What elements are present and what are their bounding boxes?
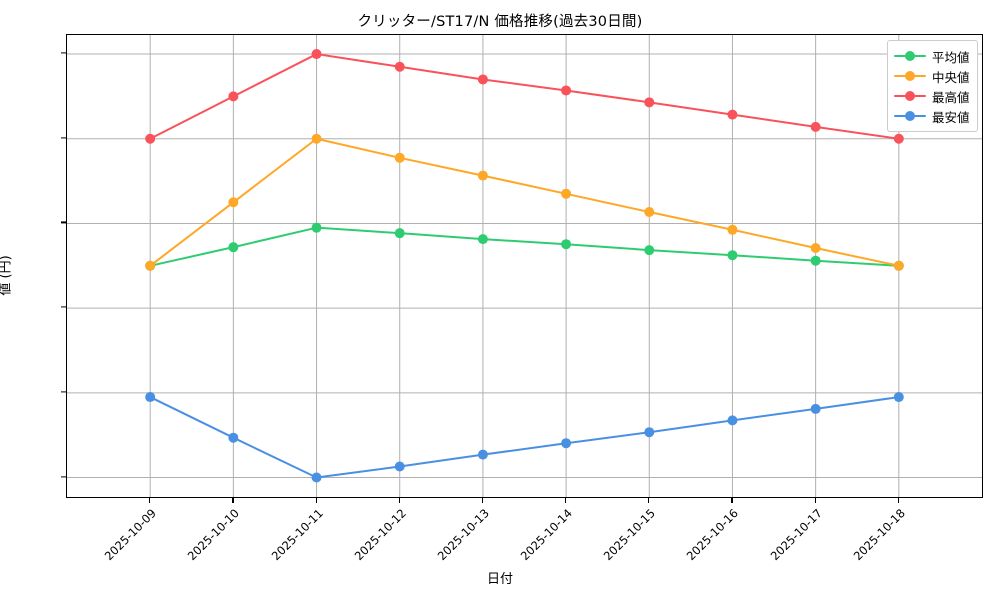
data-point[interactable] xyxy=(145,392,156,403)
data-point[interactable] xyxy=(477,234,488,245)
data-point[interactable] xyxy=(893,133,904,144)
series-line-最安値 xyxy=(149,396,900,479)
x-axis-tick-mark xyxy=(648,498,650,503)
chart-title: クリッター/ST17/N 価格推移(過去30日間) xyxy=(357,14,643,30)
legend-item-最高値[interactable]: 最高値 xyxy=(894,86,970,106)
data-point[interactable] xyxy=(727,109,738,120)
y-axis-tick-mark xyxy=(61,391,66,393)
data-point[interactable] xyxy=(228,242,239,253)
data-point[interactable] xyxy=(311,133,322,144)
data-point[interactable] xyxy=(228,432,239,443)
legend-swatch-icon xyxy=(894,69,926,83)
data-point[interactable] xyxy=(644,427,655,438)
data-point[interactable] xyxy=(394,228,405,239)
data-point[interactable] xyxy=(561,85,572,96)
data-point[interactable] xyxy=(145,260,156,271)
x-axis-tick-mark xyxy=(814,498,816,503)
legend-swatch-icon xyxy=(894,109,926,123)
data-point[interactable] xyxy=(727,415,738,426)
x-axis-label: 日付 xyxy=(486,572,513,587)
x-axis-tick-mark xyxy=(565,498,567,503)
x-axis-tick-mark xyxy=(232,498,234,503)
data-point[interactable] xyxy=(394,61,405,72)
data-point[interactable] xyxy=(477,449,488,460)
plot-area xyxy=(66,34,983,498)
data-point[interactable] xyxy=(228,197,239,208)
y-axis-tick-mark xyxy=(61,475,66,478)
series-line-中央値 xyxy=(149,137,900,267)
x-axis-tick-mark xyxy=(731,498,733,503)
data-point[interactable] xyxy=(893,392,904,403)
data-point[interactable] xyxy=(727,224,738,235)
series-line-最高値 xyxy=(149,53,900,140)
data-point[interactable] xyxy=(477,170,488,181)
data-point[interactable] xyxy=(311,222,322,233)
legend-label: 中央値 xyxy=(932,69,970,85)
y-axis-label: 値 (円) xyxy=(0,255,14,296)
legend-label: 平均値 xyxy=(932,49,970,65)
data-point[interactable] xyxy=(561,239,572,250)
data-point[interactable] xyxy=(394,152,405,163)
legend-item-中央値[interactable]: 中央値 xyxy=(894,66,970,86)
x-axis-tick-mark xyxy=(398,498,400,503)
series-line-平均値 xyxy=(149,226,900,267)
data-point[interactable] xyxy=(644,97,655,108)
data-point[interactable] xyxy=(228,91,239,102)
x-axis-tick-mark xyxy=(315,498,317,503)
y-axis-tick-mark xyxy=(61,306,66,308)
legend-label: 最高値 xyxy=(932,89,970,105)
y-axis-tick-mark xyxy=(61,137,66,139)
legend-label: 最安値 xyxy=(932,109,970,125)
y-axis-tick-mark xyxy=(61,52,66,54)
data-point[interactable] xyxy=(394,461,405,472)
data-point[interactable] xyxy=(561,438,572,449)
data-point[interactable] xyxy=(810,403,821,414)
legend-item-平均値[interactable]: 平均値 xyxy=(894,46,970,66)
chart-figure: クリッター/ST17/N 価格推移(過去30日間) 80100120140160… xyxy=(0,14,983,587)
data-point[interactable] xyxy=(561,188,572,199)
data-point[interactable] xyxy=(477,74,488,85)
x-axis-tick-mark xyxy=(481,498,484,503)
legend-item-最安値[interactable]: 最安値 xyxy=(894,106,970,126)
plot-canvas xyxy=(67,35,982,497)
legend-swatch-icon xyxy=(894,49,926,63)
data-point[interactable] xyxy=(311,49,322,60)
x-axis-tick-mark xyxy=(149,498,151,503)
data-point[interactable] xyxy=(311,472,322,483)
data-point[interactable] xyxy=(810,255,821,266)
y-axis-tick-mark xyxy=(61,221,66,224)
data-point[interactable] xyxy=(810,243,821,253)
x-axis-tick-mark xyxy=(897,498,899,503)
legend-swatch-icon xyxy=(894,89,926,103)
data-point[interactable] xyxy=(644,207,655,218)
data-point[interactable] xyxy=(727,250,738,261)
data-point[interactable] xyxy=(893,260,904,271)
data-point[interactable] xyxy=(145,133,156,144)
data-point[interactable] xyxy=(810,121,821,132)
chart-legend: 平均値中央値最高値最安値 xyxy=(887,40,978,132)
data-point[interactable] xyxy=(644,245,655,256)
